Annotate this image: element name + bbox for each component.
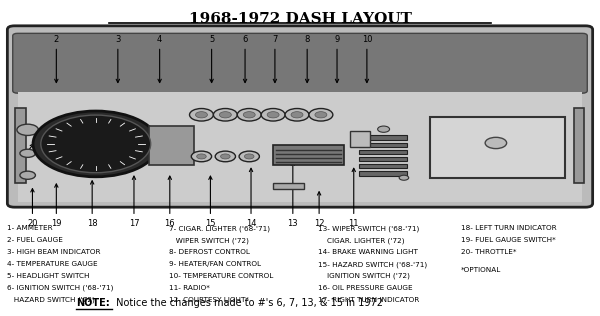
Circle shape — [197, 154, 206, 159]
Bar — [149, 126, 194, 165]
Text: 6: 6 — [242, 35, 248, 82]
Text: 18- LEFT TURN INDICATOR: 18- LEFT TURN INDICATOR — [461, 225, 557, 231]
Text: 3: 3 — [115, 35, 121, 82]
FancyBboxPatch shape — [7, 26, 593, 207]
Text: 13: 13 — [287, 162, 298, 228]
Text: 8: 8 — [304, 35, 310, 82]
Circle shape — [215, 151, 235, 162]
Circle shape — [20, 171, 35, 179]
Text: 5: 5 — [209, 35, 214, 82]
Text: 20: 20 — [27, 189, 38, 228]
Circle shape — [485, 137, 506, 149]
Text: 2: 2 — [54, 35, 59, 82]
Circle shape — [190, 108, 214, 121]
Text: 10- TEMPERATURE CONTROL: 10- TEMPERATURE CONTROL — [169, 273, 273, 279]
Text: IGNITION SWITCH ('72): IGNITION SWITCH ('72) — [318, 273, 410, 279]
Text: 19: 19 — [51, 184, 62, 228]
Bar — [359, 164, 407, 168]
Text: 17- RIGHT TURN INDICATOR: 17- RIGHT TURN INDICATOR — [318, 297, 419, 303]
FancyBboxPatch shape — [13, 33, 587, 93]
Text: 5- HEADLIGHT SWITCH: 5- HEADLIGHT SWITCH — [7, 273, 90, 279]
Circle shape — [220, 112, 232, 118]
Text: 7: 7 — [272, 35, 278, 82]
Bar — [17, 92, 583, 202]
Text: 11: 11 — [349, 168, 359, 228]
Bar — [359, 136, 407, 140]
Circle shape — [261, 108, 285, 121]
Circle shape — [285, 108, 309, 121]
Circle shape — [20, 149, 35, 157]
Circle shape — [399, 175, 409, 180]
Circle shape — [191, 151, 212, 162]
Text: 2- FUEL GAUGE: 2- FUEL GAUGE — [7, 237, 63, 243]
Circle shape — [315, 112, 327, 118]
Text: 15: 15 — [205, 176, 215, 228]
Circle shape — [244, 154, 254, 159]
Text: 10: 10 — [362, 35, 372, 82]
Text: Notice the changes made to #'s 6, 7, 13, & 15 in 1972: Notice the changes made to #'s 6, 7, 13,… — [113, 298, 383, 308]
Bar — [359, 143, 407, 147]
Text: HAZARD SWITCH ('72): HAZARD SWITCH ('72) — [7, 297, 95, 303]
Circle shape — [239, 151, 259, 162]
Circle shape — [377, 126, 389, 132]
Circle shape — [17, 124, 38, 136]
Circle shape — [309, 108, 333, 121]
Text: 11- RADIO*: 11- RADIO* — [169, 285, 209, 291]
Text: 16: 16 — [164, 176, 175, 228]
Bar — [273, 183, 304, 189]
Text: 14- BRAKE WARNING LIGHT: 14- BRAKE WARNING LIGHT — [318, 249, 418, 255]
Text: 6- IGNITION SWITCH ('68-'71): 6- IGNITION SWITCH ('68-'71) — [7, 285, 114, 291]
Circle shape — [221, 154, 230, 159]
Text: 7- CIGAR. LIGHTER ('68-'71): 7- CIGAR. LIGHTER ('68-'71) — [169, 225, 269, 232]
Text: 17: 17 — [128, 176, 139, 228]
Text: 8- DEFROST CONTROL: 8- DEFROST CONTROL — [169, 249, 250, 255]
Bar — [350, 131, 370, 147]
Text: 1- AMMETER: 1- AMMETER — [7, 225, 53, 231]
Bar — [359, 172, 407, 176]
Text: 3- HIGH BEAM INDICATOR: 3- HIGH BEAM INDICATOR — [7, 249, 101, 255]
Text: 9- HEATER/FAN CONTROL: 9- HEATER/FAN CONTROL — [169, 261, 260, 267]
Text: 13- WIPER SWITCH ('68-'71): 13- WIPER SWITCH ('68-'71) — [318, 225, 419, 232]
Bar — [430, 117, 565, 178]
Circle shape — [237, 108, 261, 121]
Text: 1968-1972 DASH LAYOUT: 1968-1972 DASH LAYOUT — [188, 12, 412, 26]
Text: 12: 12 — [314, 192, 325, 228]
Text: 4: 4 — [157, 35, 162, 82]
Text: NOTE:: NOTE: — [76, 298, 110, 308]
Text: CIGAR. LIGHTER ('72): CIGAR. LIGHTER ('72) — [318, 237, 404, 244]
Text: 19- FUEL GAUGE SWITCH*: 19- FUEL GAUGE SWITCH* — [461, 237, 556, 243]
Text: 18: 18 — [87, 181, 97, 228]
Bar — [359, 157, 407, 161]
Circle shape — [33, 111, 158, 177]
Text: WIPER SWITCH ('72): WIPER SWITCH ('72) — [169, 237, 248, 244]
Text: 20- THROTTLE*: 20- THROTTLE* — [461, 249, 517, 255]
Text: 12- COURTESY LIGHT*: 12- COURTESY LIGHT* — [169, 297, 248, 303]
Bar — [14, 108, 26, 183]
Text: 15- HAZARD SWITCH ('68-'71): 15- HAZARD SWITCH ('68-'71) — [318, 261, 427, 268]
Bar — [574, 108, 584, 183]
Text: 16- OIL PRESSURE GAUGE: 16- OIL PRESSURE GAUGE — [318, 285, 413, 291]
Circle shape — [267, 112, 279, 118]
Circle shape — [291, 112, 303, 118]
Circle shape — [214, 108, 237, 121]
Text: 4- TEMPERATURE GAUGE: 4- TEMPERATURE GAUGE — [7, 261, 98, 267]
Circle shape — [41, 115, 151, 173]
Text: *OPTIONAL: *OPTIONAL — [461, 267, 502, 273]
Text: 9: 9 — [334, 35, 340, 82]
Circle shape — [196, 112, 208, 118]
Text: 1: 1 — [14, 144, 34, 170]
Text: 14: 14 — [246, 168, 256, 228]
Bar — [359, 150, 407, 154]
Bar — [273, 145, 344, 165]
Circle shape — [243, 112, 255, 118]
